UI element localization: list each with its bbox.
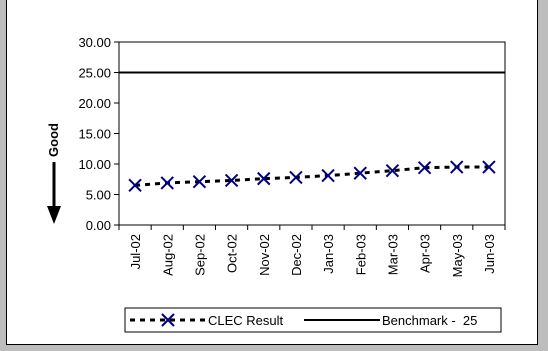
clec-data-point xyxy=(353,166,367,180)
y-tick-label: 20.00 xyxy=(78,96,111,111)
clec-data-point xyxy=(482,160,496,174)
y-tick-label: 5.00 xyxy=(86,188,111,203)
series-layer xyxy=(119,71,505,193)
x-tick-label: Jan-03 xyxy=(321,234,336,274)
clec-data-point xyxy=(417,160,432,175)
chart-frame: 0.00 5.00 10.00 15.00 20.00 25.00 30.00 Jul-02… xyxy=(6,0,538,345)
good-direction-arrow xyxy=(47,162,61,224)
legend-label-benchmark: Benchmark - 25 xyxy=(382,313,477,328)
clec-data-point xyxy=(289,170,303,185)
x-tick-label: Feb-03 xyxy=(353,234,368,275)
clec-data-point xyxy=(385,164,400,178)
legend-marker-clec xyxy=(161,313,175,327)
clec-data-point xyxy=(160,176,174,190)
y-axis-ticks: 0.00 5.00 10.00 15.00 20.00 25.00 30.00 xyxy=(78,35,119,233)
x-tick-label: Aug-02 xyxy=(160,234,175,276)
x-tick-label: Mar-03 xyxy=(385,234,400,275)
x-tick-label: Dec-02 xyxy=(289,234,304,276)
clec-data-point xyxy=(224,173,239,188)
x-tick-label: Apr-03 xyxy=(418,234,433,273)
y-tick-label: 25.00 xyxy=(78,66,111,81)
legend-label-clec: CLEC Result xyxy=(208,313,284,328)
x-tick-label: Sep-02 xyxy=(192,234,207,276)
chart-canvas: 0.00 5.00 10.00 15.00 20.00 25.00 30.00 Jul-02… xyxy=(46,35,506,333)
clec-data-point xyxy=(192,174,207,189)
legend: CLEC Result Benchmark - 25 xyxy=(124,307,502,333)
clec-data-point xyxy=(450,160,464,174)
x-tick-label: Jul-02 xyxy=(128,234,143,269)
y-tick-label: 10.00 xyxy=(78,157,111,172)
y-tick-label: 15.00 xyxy=(78,127,111,142)
clec-data-point xyxy=(257,171,271,186)
clec-data-point xyxy=(128,178,142,193)
x-tick-label: Oct-02 xyxy=(225,234,240,273)
x-tick-label: Nov-02 xyxy=(257,234,272,276)
y-axis-label: Good xyxy=(46,123,61,157)
x-tick-label: May-03 xyxy=(450,234,465,277)
plot-border xyxy=(118,41,506,226)
x-tick-label: Jun-03 xyxy=(482,234,497,274)
x-axis-ticks: Jul-02 Aug-02 Sep-02 Oct-02 Nov-02 Dec-02 Jan-… xyxy=(118,225,506,277)
y-tick-label: 0.00 xyxy=(86,218,111,233)
plot-area xyxy=(118,41,506,226)
clec-data-point xyxy=(321,168,335,183)
y-tick-label: 30.00 xyxy=(78,35,111,50)
